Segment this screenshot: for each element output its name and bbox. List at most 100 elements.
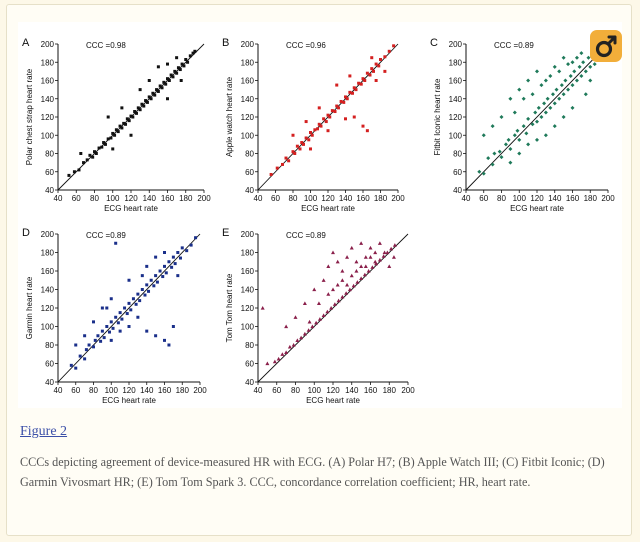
x-tick-label: 160 [161,194,175,203]
data-point [312,287,317,292]
data-point [143,293,147,297]
data-point [275,166,279,170]
data-point [314,320,319,325]
data-point [563,78,568,83]
y-tick-label: 200 [241,230,255,239]
data-point [74,343,78,347]
y-axis-label: Polar chest strap heart rate [25,68,34,165]
x-axis-label: ECG heart rate [102,396,156,405]
x-tick-label: 100 [106,194,120,203]
y-tick-label: 60 [245,168,254,177]
data-point [134,302,138,306]
data-point [477,169,482,174]
data-point [78,354,82,358]
data-point [345,255,350,259]
figure-link[interactable]: Figure 2 [20,424,68,439]
x-tick-label: 180 [374,194,388,203]
data-point [588,64,593,69]
data-point [385,250,390,255]
data-point [91,155,95,159]
data-point [374,79,378,82]
data-point [503,142,508,147]
data-point [284,156,288,160]
data-point [69,363,73,367]
data-point [326,113,330,117]
data-point [570,83,575,88]
data-point [265,361,270,366]
data-point [175,71,179,75]
ccc-label: CCC =0.89 [286,231,326,240]
data-point [383,55,387,59]
data-point [129,133,133,137]
data-point [160,86,164,90]
data-point [561,55,566,60]
data-point [127,278,131,282]
data-point [118,329,122,333]
data-point [272,359,277,364]
data-point [182,64,186,68]
data-point [193,49,197,53]
data-point [194,236,198,240]
x-tick-label: 100 [513,194,527,203]
data-point [147,79,151,82]
x-tick-label: 80 [497,194,506,203]
x-tick-label: 180 [179,194,193,203]
data-point [543,133,548,138]
data-point [486,156,491,161]
data-point [526,116,531,121]
y-tick-label: 200 [41,230,55,239]
data-point [543,78,548,83]
data-point [368,245,373,250]
y-tick-label: 100 [449,131,463,140]
y-tick-label: 80 [245,341,254,350]
y-tick-label: 40 [45,186,54,195]
data-point [361,124,365,128]
data-point [173,262,177,266]
data-point [359,276,364,280]
y-tick-label: 200 [449,40,463,49]
data-point [100,306,104,310]
x-tick-label: 40 [254,386,263,395]
data-point [97,146,101,150]
x-tick-label: 140 [339,194,353,203]
y-tick-label: 100 [41,323,55,332]
data-point [521,124,526,129]
data-point [492,151,497,156]
data-point [550,92,555,97]
data-point [542,101,547,106]
data-point [515,128,520,133]
data-point [552,124,557,129]
data-point [138,108,142,112]
data-point [574,78,579,83]
data-point [176,274,180,278]
data-point [295,144,299,148]
data-point [171,325,175,328]
x-tick-label: 120 [122,386,136,395]
data-point [361,77,365,81]
data-point [67,173,71,177]
data-point [577,64,582,69]
y-tick-label: 140 [41,286,55,295]
x-axis-label: ECG heart rate [510,204,564,213]
x-tick-label: 100 [105,386,119,395]
data-point [136,315,140,319]
data-point [145,264,149,268]
data-point [586,55,591,60]
data-point [178,68,182,72]
data-point [129,114,133,118]
data-point [166,62,169,66]
data-point [368,255,373,259]
data-point [340,278,345,282]
data-point [543,110,548,115]
data-point [561,115,566,119]
x-tick-label: 180 [176,386,190,395]
data-point [336,298,341,303]
y-tick-label: 180 [449,58,463,67]
data-point [100,145,104,149]
data-point [379,58,382,62]
data-point [280,352,285,356]
open-access-badge[interactable] [590,30,622,62]
x-tick-label: 80 [89,386,98,395]
data-point [184,58,188,62]
data-point [363,79,367,82]
